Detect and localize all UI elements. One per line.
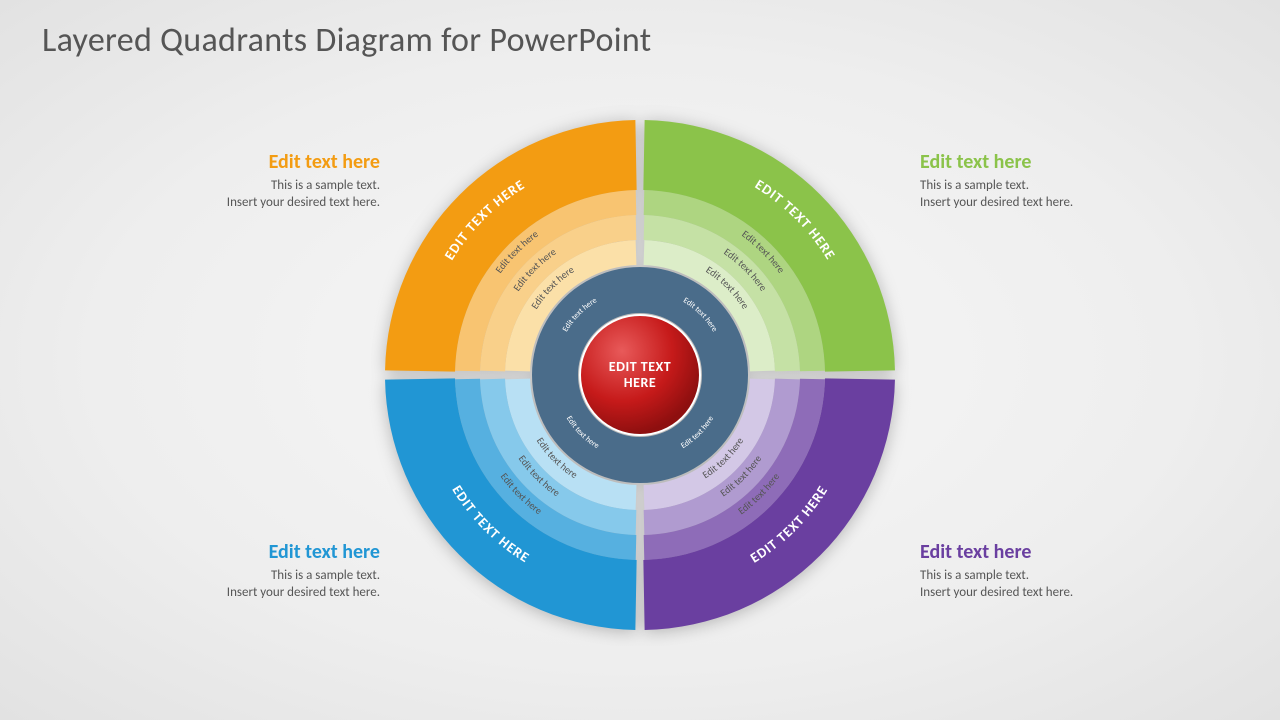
page-title: Layered Quadrants Diagram for PowerPoint: [42, 20, 651, 61]
caption-heading: Edit text here: [110, 150, 380, 174]
caption-top-left: Edit text here This is a sample text.Ins…: [110, 150, 380, 212]
caption-body: This is a sample text.Insert your desire…: [110, 178, 380, 212]
caption-body: This is a sample text.Insert your desire…: [920, 568, 1190, 602]
caption-bottom-left: Edit text here This is a sample text.Ins…: [110, 540, 380, 602]
caption-body: This is a sample text.Insert your desire…: [110, 568, 380, 602]
caption-heading: Edit text here: [920, 540, 1190, 564]
caption-heading: Edit text here: [920, 150, 1190, 174]
caption-bottom-right: Edit text here This is a sample text.Ins…: [920, 540, 1190, 602]
caption-top-right: Edit text here This is a sample text.Ins…: [920, 150, 1190, 212]
center-label: EDIT TEXTHERE: [609, 359, 671, 391]
layered-quadrant-diagram: EDIT TEXT HEREEdit text hereEdit text he…: [380, 115, 900, 635]
caption-body: This is a sample text.Insert your desire…: [920, 178, 1190, 212]
caption-heading: Edit text here: [110, 540, 380, 564]
